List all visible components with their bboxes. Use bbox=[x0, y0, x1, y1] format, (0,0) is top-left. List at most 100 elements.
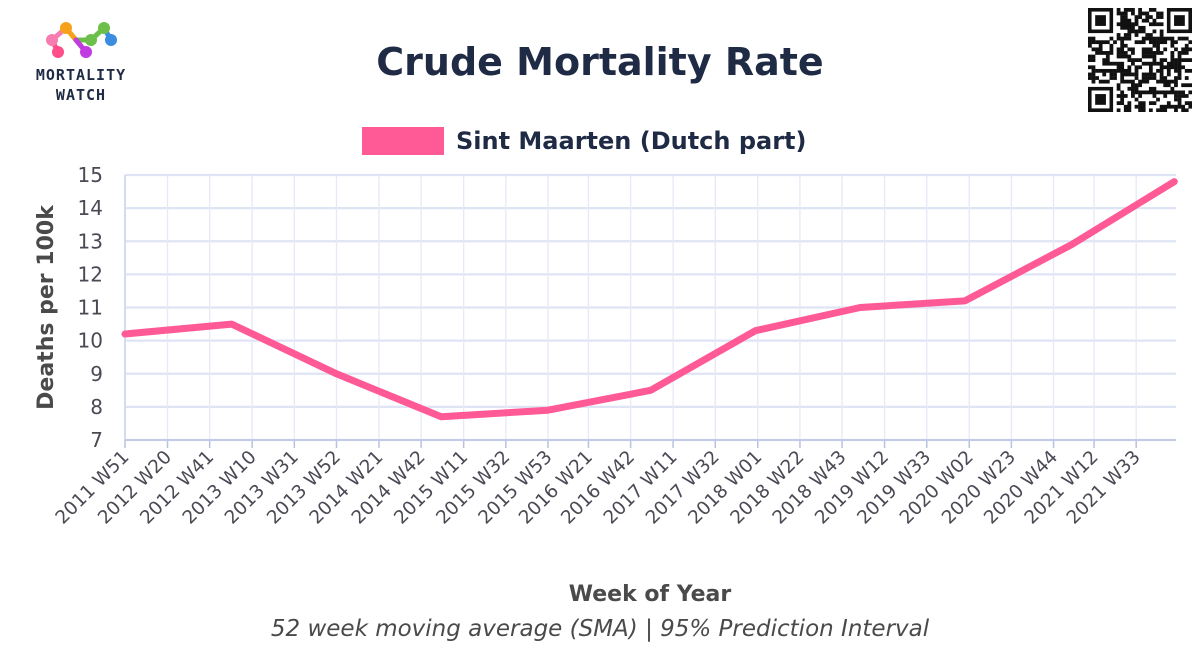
qr-module bbox=[1138, 8, 1142, 12]
qr-module bbox=[1105, 58, 1110, 62]
qr-module bbox=[1145, 36, 1150, 41]
qr-module bbox=[1102, 51, 1107, 55]
qr-module bbox=[1174, 76, 1178, 80]
qr-module bbox=[1141, 79, 1146, 84]
qr-module bbox=[1120, 61, 1125, 66]
qr-module bbox=[1181, 108, 1186, 112]
qr-module bbox=[1152, 58, 1157, 62]
qr-module bbox=[1131, 90, 1135, 95]
qr-module bbox=[1159, 104, 1164, 109]
qr-module bbox=[1141, 29, 1146, 34]
qr-module bbox=[1184, 58, 1189, 62]
qr-module bbox=[1159, 68, 1164, 73]
legend-label: Sint Maarten (Dutch part) bbox=[456, 127, 807, 155]
qr-module bbox=[1159, 11, 1164, 16]
qr-module bbox=[1145, 72, 1150, 77]
data-point bbox=[333, 371, 339, 377]
qr-module bbox=[1109, 51, 1114, 55]
chart-caption: 52 week moving average (SMA) | 95% Predi… bbox=[270, 616, 930, 642]
qr-module bbox=[1156, 79, 1160, 84]
qr-module bbox=[1116, 11, 1121, 16]
qr-module bbox=[1159, 108, 1164, 112]
legend-swatch bbox=[362, 127, 444, 155]
qr-module bbox=[1134, 90, 1139, 95]
qr-module bbox=[1134, 76, 1139, 80]
qr-module bbox=[1177, 90, 1182, 95]
qr-module bbox=[1184, 43, 1189, 48]
qr-module bbox=[1163, 65, 1168, 70]
qr-module bbox=[1152, 54, 1157, 59]
qr-module bbox=[1181, 36, 1186, 41]
qr-module bbox=[1177, 36, 1182, 41]
qr-module bbox=[1156, 22, 1160, 27]
qr-module bbox=[1120, 79, 1125, 84]
y-tick-label: 13 bbox=[78, 229, 103, 253]
qr-module bbox=[1170, 104, 1175, 109]
qr-module bbox=[1098, 79, 1103, 84]
qr-module bbox=[1138, 104, 1142, 109]
qr-module bbox=[1113, 40, 1117, 45]
qr-module bbox=[1127, 36, 1132, 41]
qr-module bbox=[1145, 61, 1150, 66]
qr-module bbox=[1148, 90, 1153, 95]
qr-module bbox=[1188, 104, 1192, 109]
qr-module bbox=[1138, 58, 1142, 62]
qr-module bbox=[1088, 58, 1092, 62]
qr-module bbox=[1134, 86, 1139, 91]
qr-module bbox=[1131, 11, 1135, 16]
qr-module bbox=[1123, 51, 1128, 55]
qr-module bbox=[1116, 33, 1121, 37]
qr-module bbox=[1088, 36, 1092, 41]
qr-module bbox=[1131, 8, 1135, 12]
qr-module bbox=[1148, 54, 1153, 59]
qr-module bbox=[1098, 68, 1103, 73]
qr-module bbox=[1156, 47, 1160, 52]
legend[interactable]: Sint Maarten (Dutch part) bbox=[362, 124, 807, 158]
qr-module bbox=[1184, 51, 1189, 55]
qr-module bbox=[1184, 76, 1189, 80]
qr-module bbox=[1163, 58, 1168, 62]
qr-code-icon[interactable] bbox=[1088, 8, 1192, 112]
qr-module bbox=[1127, 58, 1132, 62]
data-point bbox=[545, 407, 551, 413]
qr-module bbox=[1177, 72, 1182, 77]
qr-module bbox=[1134, 83, 1139, 88]
qr-module bbox=[1088, 76, 1092, 80]
logo-mark-icon bbox=[46, 22, 117, 58]
logo-text-line2: WATCH bbox=[55, 86, 107, 104]
qr-module bbox=[1131, 51, 1135, 55]
qr-module bbox=[1148, 40, 1153, 45]
qr-module bbox=[1095, 68, 1099, 73]
qr-module bbox=[1105, 79, 1110, 84]
qr-module bbox=[1134, 40, 1139, 45]
data-point bbox=[1171, 179, 1177, 185]
qr-module bbox=[1088, 72, 1092, 77]
qr-module bbox=[1088, 40, 1092, 45]
qr-module bbox=[1134, 29, 1139, 34]
qr-module bbox=[1141, 54, 1146, 59]
qr-module bbox=[1127, 86, 1132, 91]
qr-module bbox=[1156, 51, 1160, 55]
qr-module bbox=[1123, 108, 1128, 112]
qr-module bbox=[1116, 86, 1121, 91]
qr-module bbox=[1138, 101, 1142, 106]
qr-module bbox=[1174, 97, 1178, 102]
qr-module bbox=[1123, 94, 1128, 98]
qr-module bbox=[1123, 15, 1128, 19]
qr-module bbox=[1156, 40, 1160, 45]
qr-module bbox=[1156, 97, 1160, 102]
qr-module bbox=[1156, 36, 1160, 41]
qr-module bbox=[1159, 65, 1164, 70]
qr-module bbox=[1170, 86, 1175, 91]
qr-module bbox=[1109, 76, 1114, 80]
qr-module bbox=[1134, 68, 1139, 73]
qr-module bbox=[1163, 108, 1168, 112]
qr-module bbox=[1109, 72, 1114, 77]
qr-module bbox=[1127, 101, 1132, 106]
qr-module bbox=[1159, 61, 1164, 66]
data-point bbox=[962, 298, 968, 304]
qr-module bbox=[1152, 40, 1157, 45]
qr-module bbox=[1116, 51, 1121, 55]
qr-module bbox=[1091, 58, 1096, 62]
